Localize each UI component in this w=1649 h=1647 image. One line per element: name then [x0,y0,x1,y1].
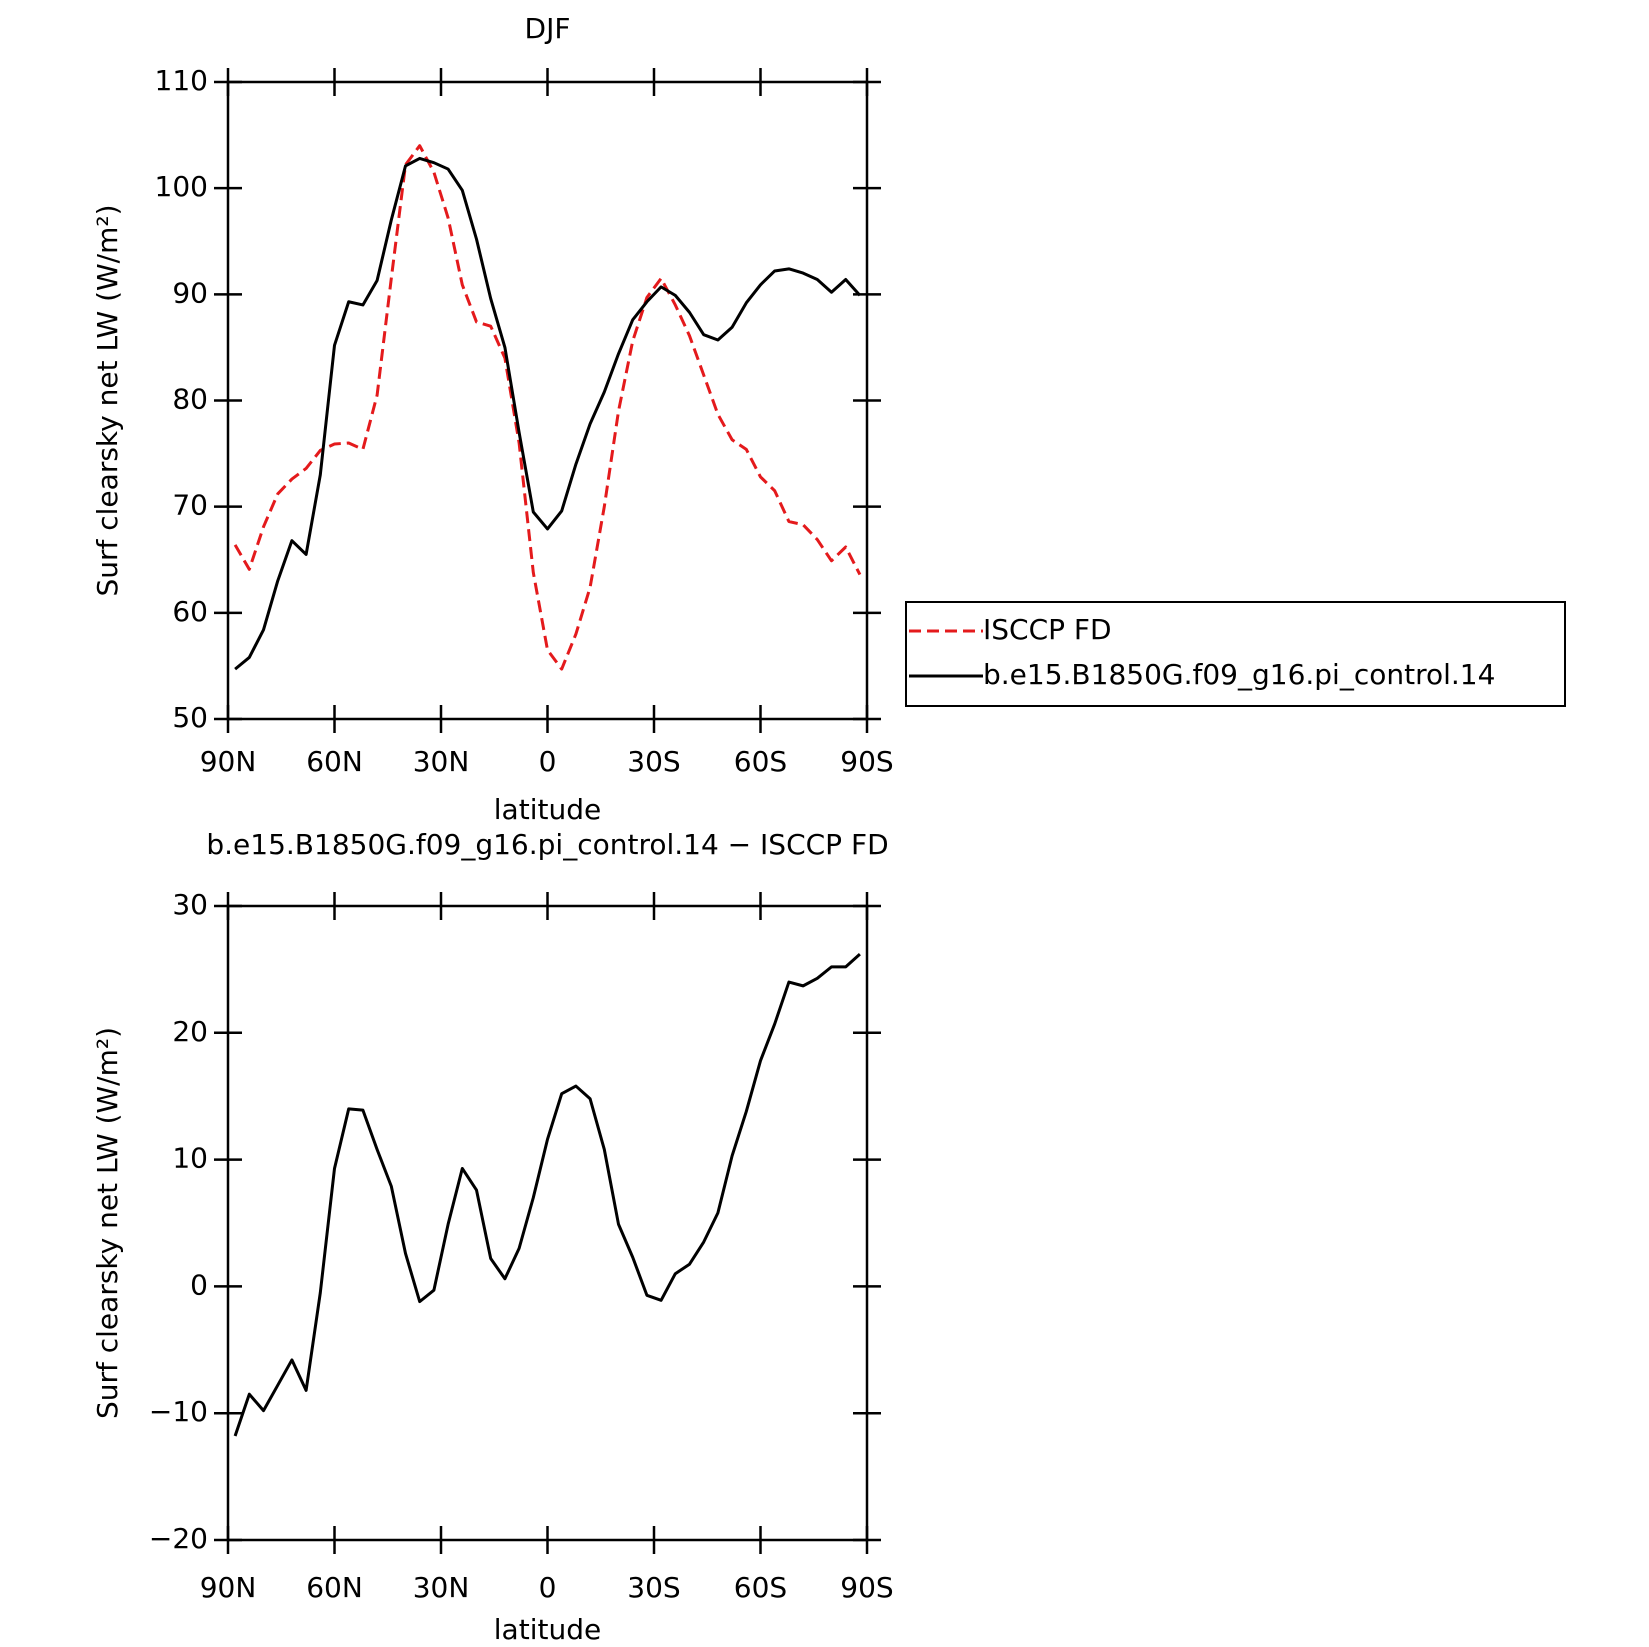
y-tick-label: 90 [172,276,208,309]
x-tick-label: 30S [627,1571,680,1604]
y-tick-label: 110 [155,64,208,97]
data-line [233,953,861,1437]
x-tick-label: 30N [413,745,470,778]
y-axis-label: Surf clearsky net LW (W/m²) [91,204,124,596]
plot-frame [226,904,869,1542]
x-tick-label: 60N [306,745,363,778]
x-tick-label: 90S [840,745,893,778]
x-axis-label: latitude [494,793,601,826]
chart-title: DJF [525,12,571,45]
y-tick-label: 60 [172,595,208,628]
y-tick-label: 30 [172,888,208,921]
x-tick-label: 30S [627,745,680,778]
x-tick-label: 30N [413,1571,470,1604]
x-tick-label: 90N [200,745,257,778]
x-tick-label: 60S [734,1571,787,1604]
x-tick-label: 0 [539,1571,557,1604]
legend-label: ISCCP FD [983,613,1112,646]
y-tick-label: 0 [190,1268,208,1301]
y-tick-label: 70 [172,489,208,522]
y-tick-label: 100 [155,170,208,203]
y-tick-label: 10 [172,1142,208,1175]
chart-title: b.e15.B1850G.f09_g16.pi_control.14 − ISC… [206,828,888,861]
y-tick-label: 80 [172,383,208,416]
y-tick-label: 20 [172,1015,208,1048]
y-tick-label: −10 [149,1395,208,1428]
x-tick-label: 60S [734,745,787,778]
y-axis-label: Surf clearsky net LW (W/m²) [91,1027,124,1419]
y-tick-label: −20 [149,1522,208,1555]
legend-box [905,601,1566,707]
data-line [234,156,862,671]
x-tick-label: 90N [200,1571,257,1604]
x-tick-label: 90S [840,1571,893,1604]
x-tick-label: 60N [306,1571,363,1604]
y-tick-label: 50 [172,701,208,734]
plot-frame [226,80,869,721]
x-axis-label: latitude [494,1613,601,1646]
data-line [233,144,862,671]
legend-label: b.e15.B1850G.f09_g16.pi_control.14 [983,658,1495,691]
x-tick-label: 0 [539,745,557,778]
